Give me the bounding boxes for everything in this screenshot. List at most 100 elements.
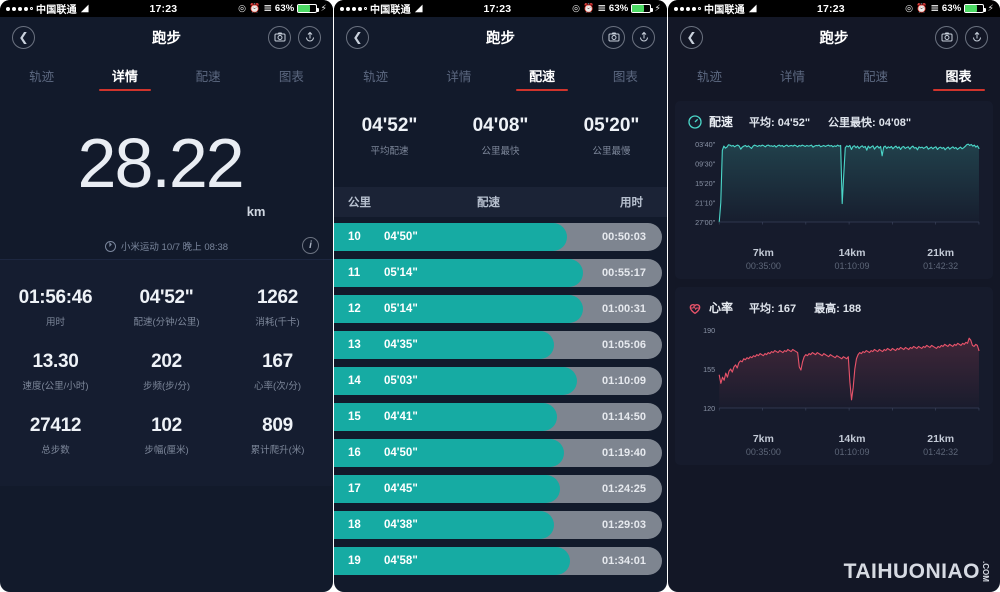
xtick-7km: 7km 00:35:00 xyxy=(745,247,781,271)
battery-icon xyxy=(964,4,987,13)
location-icon: ◎ xyxy=(238,3,247,13)
table-row[interactable]: 13 04'35" 01:05:06 xyxy=(334,331,662,359)
pace-bar-fill xyxy=(334,511,554,539)
pace-chart-header: 配速 平均: 04'52" 公里最快: 04'08" xyxy=(683,111,985,138)
y-tick-label: 15'20" xyxy=(695,179,716,188)
table-row[interactable]: 12 05'14" 01:00:31 xyxy=(334,295,662,323)
status-bar-2: 中国联通 ◢ 17:23 ◎ ⏰ 𝌆 63% ⚡ xyxy=(334,0,667,17)
row-pace: 05'14" xyxy=(384,303,418,315)
hr-chart-card: 心率 平均: 167 最高: 188 190 155 120 7km 00:35:0… xyxy=(675,287,993,465)
stat-label: 用时 xyxy=(45,317,65,328)
pace-bar-fill xyxy=(334,295,584,323)
row-time: 01:05:06 xyxy=(601,339,646,351)
table-row[interactable]: 17 04'45" 01:24:25 xyxy=(334,475,662,503)
table-row[interactable]: 11 05'14" 00:55:17 xyxy=(334,259,662,287)
tab-chart[interactable]: 图表 xyxy=(917,57,1000,93)
summary-label: 平均配速 xyxy=(370,146,409,157)
xtick-14km: 14km 01:10:09 xyxy=(834,247,870,271)
tab-chart[interactable]: 图表 xyxy=(612,69,638,84)
nav-bar-3: ❮ 跑步 xyxy=(668,17,1000,57)
nav-actions xyxy=(935,25,988,49)
bluetooth-icon: 𝌆 xyxy=(597,3,606,13)
share-icon[interactable] xyxy=(965,25,988,49)
pace-chart-plot: 03'40" 09'30" 15'20" 21'10" 27'00" xyxy=(683,138,985,246)
tab-pace[interactable]: 配速 xyxy=(501,57,584,93)
pace-bar-fill xyxy=(334,475,561,503)
tab-details[interactable]: 详情 xyxy=(779,69,805,84)
row-pace: 04'45" xyxy=(384,483,418,495)
back-button[interactable]: ❮ xyxy=(346,25,369,49)
hr-chart-title: 心率 xyxy=(709,301,734,315)
row-pace: 04'50" xyxy=(384,231,418,243)
stat-pace: 04'52" 配速(分钟/公里) xyxy=(111,276,222,340)
table-row[interactable]: 16 04'50" 01:19:40 xyxy=(334,439,662,467)
info-icon[interactable]: i xyxy=(302,237,319,254)
pace-chart-card: 配速 平均: 04'52" 公里最快: 04'08" 03'40" 09'30" 1… xyxy=(675,101,993,279)
share-icon[interactable] xyxy=(632,25,655,49)
pace-bar-fill xyxy=(334,331,554,359)
alarm-icon: ⏰ xyxy=(916,3,928,13)
tab-pace[interactable]: 配速 xyxy=(862,69,888,84)
table-row[interactable]: 14 05'03" 01:10:09 xyxy=(334,367,662,395)
stat-stride: 102 步幅(厘米) xyxy=(111,404,222,468)
camera-icon[interactable] xyxy=(935,25,958,49)
alarm-icon: ⏰ xyxy=(583,3,595,13)
row-km: 18 xyxy=(348,519,361,531)
watermark-text: TAIHUONIAO xyxy=(843,560,980,583)
column-header-pace: 配速 xyxy=(477,197,500,209)
pace-avg-label: 平均: 04'52" xyxy=(749,116,811,129)
charging-icon: ⚡ xyxy=(987,3,994,13)
stat-value: 809 xyxy=(262,415,293,436)
speedometer-icon xyxy=(687,114,703,130)
signal-dots-icon xyxy=(6,6,33,11)
table-row[interactable]: 15 04'41" 01:14:50 xyxy=(334,403,662,431)
status-bar-1: 中国联通 ◢ 17:23 ◎ ⏰ 𝌆 63% ⚡ xyxy=(0,0,333,17)
stat-steps: 27412 总步数 xyxy=(0,404,111,468)
row-km: 13 xyxy=(348,339,361,351)
chart-line xyxy=(718,337,980,401)
row-pace: 04'41" xyxy=(384,411,418,423)
tab-track[interactable]: 轨迹 xyxy=(363,69,389,84)
summary-avg-pace: 04'52" 平均配速 xyxy=(334,115,445,157)
row-time: 01:29:03 xyxy=(601,519,646,531)
nav-actions xyxy=(268,25,321,49)
signal-dots-icon xyxy=(674,6,701,11)
xtick-7km: 7km 00:35:00 xyxy=(745,433,781,457)
row-km: 14 xyxy=(348,375,361,387)
back-button[interactable]: ❮ xyxy=(12,25,35,49)
tab-track[interactable]: 轨迹 xyxy=(696,69,722,84)
watermark-domain: .COM xyxy=(981,561,990,582)
tab-pace[interactable]: 配速 xyxy=(195,69,221,84)
summary-label: 公里最快 xyxy=(481,146,520,157)
hr-chart-plot: 190 155 120 xyxy=(683,324,985,432)
carrier-label: 中国联通 xyxy=(704,5,745,16)
row-pace: 04'50" xyxy=(384,447,418,459)
xtick-14km: 14km 01:10:09 xyxy=(834,433,870,457)
hr-max-label: 最高: 188 xyxy=(814,302,862,315)
watermark: TAIHUONIAO .COM xyxy=(844,560,990,584)
row-km: 19 xyxy=(348,555,361,567)
stat-label: 配速(分钟/公里) xyxy=(133,317,200,328)
source-text: 小米运动 10/7 晚上 08:38 xyxy=(120,242,229,253)
tab-chart[interactable]: 图表 xyxy=(278,69,304,84)
wifi-icon: ◢ xyxy=(80,3,89,14)
chart-line xyxy=(718,143,980,223)
stat-label: 消耗(千卡) xyxy=(255,317,300,328)
carrier-label: 中国联通 xyxy=(36,5,77,16)
stat-heart-rate: 167 心率(次/分) xyxy=(222,340,333,404)
hr-chart-xaxis: 7km 00:35:00 14km 01:10:09 21km 01:42:32 xyxy=(683,432,985,457)
row-pace: 05'14" xyxy=(384,267,418,279)
share-icon[interactable] xyxy=(298,25,321,49)
tab-details[interactable]: 详情 xyxy=(446,69,472,84)
row-time: 01:19:40 xyxy=(601,447,646,459)
camera-icon[interactable] xyxy=(268,25,291,49)
table-row[interactable]: 19 04'58" 01:34:01 xyxy=(334,547,662,575)
stat-value: 13.30 xyxy=(32,351,79,372)
tab-details[interactable]: 详情 xyxy=(83,57,166,93)
table-row[interactable]: 10 04'50" 00:50:03 xyxy=(334,223,662,251)
table-row[interactable]: 18 04'38" 01:29:03 xyxy=(334,511,662,539)
camera-icon[interactable] xyxy=(602,25,625,49)
nav-bar-1: ❮ 跑步 xyxy=(0,17,333,57)
back-button[interactable]: ❮ xyxy=(680,25,703,49)
tab-track[interactable]: 轨迹 xyxy=(29,69,55,84)
